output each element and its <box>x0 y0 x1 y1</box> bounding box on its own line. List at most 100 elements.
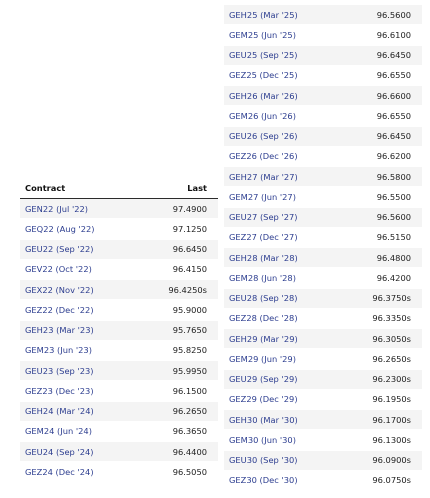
table-row: GEZ24 (Dec '24) 96.5050 <box>20 462 218 483</box>
contract-link[interactable]: GEZ22 (Dec '22) <box>25 304 94 315</box>
contract-link[interactable]: GEH28 (Mar '28) <box>229 252 298 263</box>
last-price: 96.4800 <box>376 252 411 263</box>
last-price: 96.4250s <box>168 284 207 295</box>
last-price: 96.6100 <box>376 29 411 40</box>
contract-link[interactable]: GEQ22 (Aug '22) <box>25 223 95 234</box>
table-row: GEV22 (Oct '22) 96.4150 <box>20 259 218 280</box>
contract-link[interactable]: GEM27 (Jun '27) <box>229 191 296 202</box>
contract-link[interactable]: GEH25 (Mar '25) <box>229 9 298 20</box>
contract-link[interactable]: GEZ27 (Dec '27) <box>229 232 298 243</box>
last-price: 96.6550 <box>376 70 411 81</box>
contract-link[interactable]: GEM28 (Jun '28) <box>229 272 296 283</box>
contract-link[interactable]: GEZ25 (Dec '25) <box>229 70 298 81</box>
contract-link[interactable]: GEN22 (Jul '22) <box>25 203 89 214</box>
table-row: GEZ26 (Dec '26) 96.6200 <box>224 146 422 167</box>
table-row: GEU27 (Sep '27) 96.5600 <box>224 207 422 228</box>
table-row: GEH30 (Mar '30) 96.1700s <box>224 410 422 431</box>
last-price: 96.1700s <box>372 414 411 425</box>
contract-link[interactable]: GEU23 (Sep '23) <box>25 365 94 376</box>
last-price: 96.3650 <box>172 426 207 437</box>
last-price: 96.6450 <box>376 50 411 61</box>
last-price: 96.1500 <box>172 385 207 396</box>
last-price: 96.2300s <box>372 374 411 385</box>
last-price: 96.6450 <box>172 244 207 255</box>
left-quotes-table: Contract Last GEN22 (Jul '22) 97.4900 GEQ2… <box>20 178 218 483</box>
contract-link[interactable]: GEU29 (Sep '29) <box>229 374 298 385</box>
contract-link[interactable]: GEU30 (Sep '30) <box>229 455 298 466</box>
last-price: 96.4200 <box>376 272 411 283</box>
table-row: GEH23 (Mar '23) 95.7650 <box>20 320 218 341</box>
table-row: GEH25 (Mar '25) 96.5600 <box>224 5 422 26</box>
last-price: 96.6200 <box>376 151 411 162</box>
contract-link[interactable]: GEM24 (Jun '24) <box>25 426 92 437</box>
table-row: GEH29 (Mar '29) 96.3050s <box>224 329 422 350</box>
table-row: GEM26 (Jun '26) 96.6550 <box>224 106 422 127</box>
table-row: GEH26 (Mar '26) 96.6600 <box>224 86 422 107</box>
last-price: 96.3750s <box>372 293 411 304</box>
table-row: GEH28 (Mar '28) 96.4800 <box>224 248 422 269</box>
last-price: 96.5600 <box>376 9 411 20</box>
table-row: GEZ22 (Dec '22) 95.9000 <box>20 300 218 321</box>
contract-link[interactable]: GEU28 (Sep '28) <box>229 293 298 304</box>
last-price: 95.9000 <box>172 304 207 315</box>
table-row: GEM23 (Jun '23) 95.8250 <box>20 340 218 361</box>
contract-link[interactable]: GEU25 (Sep '25) <box>229 50 298 61</box>
last-column-header: Last <box>187 183 207 193</box>
contract-link[interactable]: GEH29 (Mar '29) <box>229 333 298 344</box>
contract-link[interactable]: GEV22 (Oct '22) <box>25 264 92 275</box>
table-row: GEQ22 (Aug '22) 97.1250 <box>20 219 218 240</box>
contract-link[interactable]: GEZ24 (Dec '24) <box>25 466 94 477</box>
table-row: GEM29 (Jun '29) 96.2650s <box>224 349 422 370</box>
contract-link[interactable]: GEH26 (Mar '26) <box>229 90 298 101</box>
table-row: GEM28 (Jun '28) 96.4200 <box>224 268 422 289</box>
last-price: 96.6450 <box>376 131 411 142</box>
contract-link[interactable]: GEH30 (Mar '30) <box>229 414 298 425</box>
right-table-body: GEH25 (Mar '25) 96.5600 GEM25 (Jun '25) 96.… <box>224 5 422 491</box>
last-price: 96.2650 <box>172 406 207 417</box>
table-row: GEU24 (Sep '24) 96.4400 <box>20 442 218 463</box>
table-row: GEM30 (Jun '30) 96.1300s <box>224 430 422 451</box>
contract-link[interactable]: GEZ23 (Dec '23) <box>25 385 94 396</box>
contract-link[interactable]: GEM30 (Jun '30) <box>229 434 296 445</box>
contract-link[interactable]: GEH23 (Mar '23) <box>25 325 94 336</box>
table-row: GEU22 (Sep '22) 96.6450 <box>20 239 218 260</box>
last-price: 95.9950 <box>172 365 207 376</box>
contract-link[interactable]: GEX22 (Nov '22) <box>25 284 94 295</box>
last-price: 96.5050 <box>172 466 207 477</box>
last-price: 96.1300s <box>372 434 411 445</box>
last-price: 96.0750s <box>372 475 411 486</box>
contract-link[interactable]: GEM23 (Jun '23) <box>25 345 92 356</box>
last-price: 96.5150 <box>376 232 411 243</box>
table-row: GEH24 (Mar '24) 96.2650 <box>20 401 218 422</box>
last-price: 96.6550 <box>376 110 411 121</box>
table-row: GEZ29 (Dec '29) 96.1950s <box>224 389 422 410</box>
last-price: 96.4150 <box>172 264 207 275</box>
contract-link[interactable]: GEH27 (Mar '27) <box>229 171 298 182</box>
contract-link[interactable]: GEM25 (Jun '25) <box>229 29 296 40</box>
table-row: GEZ30 (Dec '30) 96.0750s <box>224 470 422 491</box>
table-row: GEU30 (Sep '30) 96.0900s <box>224 450 422 471</box>
contract-link[interactable]: GEZ28 (Dec '28) <box>229 313 298 324</box>
contract-link[interactable]: GEU22 (Sep '22) <box>25 244 94 255</box>
last-price: 96.3350s <box>372 313 411 324</box>
last-price: 96.3050s <box>372 333 411 344</box>
contract-link[interactable]: GEM26 (Jun '26) <box>229 110 296 121</box>
contract-link[interactable]: GEM29 (Jun '29) <box>229 353 296 364</box>
table-row: GEU23 (Sep '23) 95.9950 <box>20 361 218 382</box>
contract-link[interactable]: GEU27 (Sep '27) <box>229 212 298 223</box>
contract-link[interactable]: GEZ30 (Dec '30) <box>229 475 298 486</box>
table-row: GEN22 (Jul '22) 97.4900 <box>20 199 218 220</box>
table-row: GEH27 (Mar '27) 96.5800 <box>224 167 422 188</box>
last-price: 96.5500 <box>376 191 411 202</box>
table-row: GEM27 (Jun '27) 96.5500 <box>224 187 422 208</box>
contract-link[interactable]: GEZ26 (Dec '26) <box>229 151 298 162</box>
last-price: 96.0900s <box>372 455 411 466</box>
contract-link[interactable]: GEU26 (Sep '26) <box>229 131 298 142</box>
table-row: GEZ25 (Dec '25) 96.6550 <box>224 65 422 86</box>
last-price: 95.8250 <box>172 345 207 356</box>
contract-link[interactable]: GEH24 (Mar '24) <box>25 406 94 417</box>
right-quotes-table: GEH25 (Mar '25) 96.5600 GEM25 (Jun '25) 96.… <box>224 5 422 491</box>
contract-link[interactable]: GEU24 (Sep '24) <box>25 446 94 457</box>
contract-column-header: Contract <box>25 183 66 193</box>
contract-link[interactable]: GEZ29 (Dec '29) <box>229 394 298 405</box>
